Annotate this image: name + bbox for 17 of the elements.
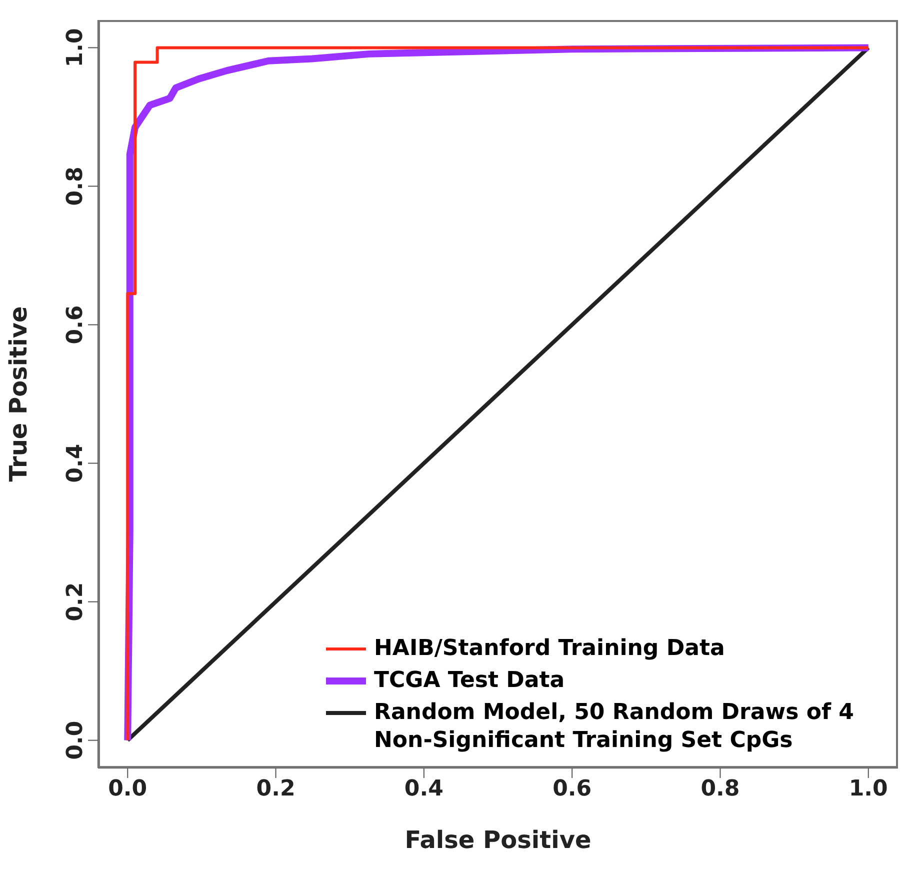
y-tick-label: 0.6 bbox=[63, 305, 88, 344]
y-tick-label: 0.2 bbox=[63, 582, 88, 622]
y-tick-label: 0.4 bbox=[63, 444, 88, 483]
y-axis-title: True Positive bbox=[4, 306, 33, 482]
x-tick-label: 0.2 bbox=[256, 776, 296, 802]
x-tick-label: 0.8 bbox=[700, 776, 740, 802]
y-tick-label: 0.8 bbox=[63, 166, 88, 206]
x-tick-label: 0.0 bbox=[108, 776, 148, 802]
x-tick-label: 0.4 bbox=[404, 776, 444, 802]
y-tick-label: 0.0 bbox=[63, 720, 88, 760]
y-tick-label: 1.0 bbox=[63, 28, 88, 68]
legend-label: TCGA Test Data bbox=[374, 667, 565, 695]
legend-label: HAIB/Stanford Training Data bbox=[374, 635, 725, 663]
x-axis-title: False Positive bbox=[404, 826, 592, 854]
x-tick-label: 0.6 bbox=[552, 776, 592, 802]
legend-label: Random Model, 50 Random Draws of 4 Non-Significant Training Set CpGs bbox=[374, 699, 855, 755]
x-tick-label: 1.0 bbox=[848, 776, 888, 802]
